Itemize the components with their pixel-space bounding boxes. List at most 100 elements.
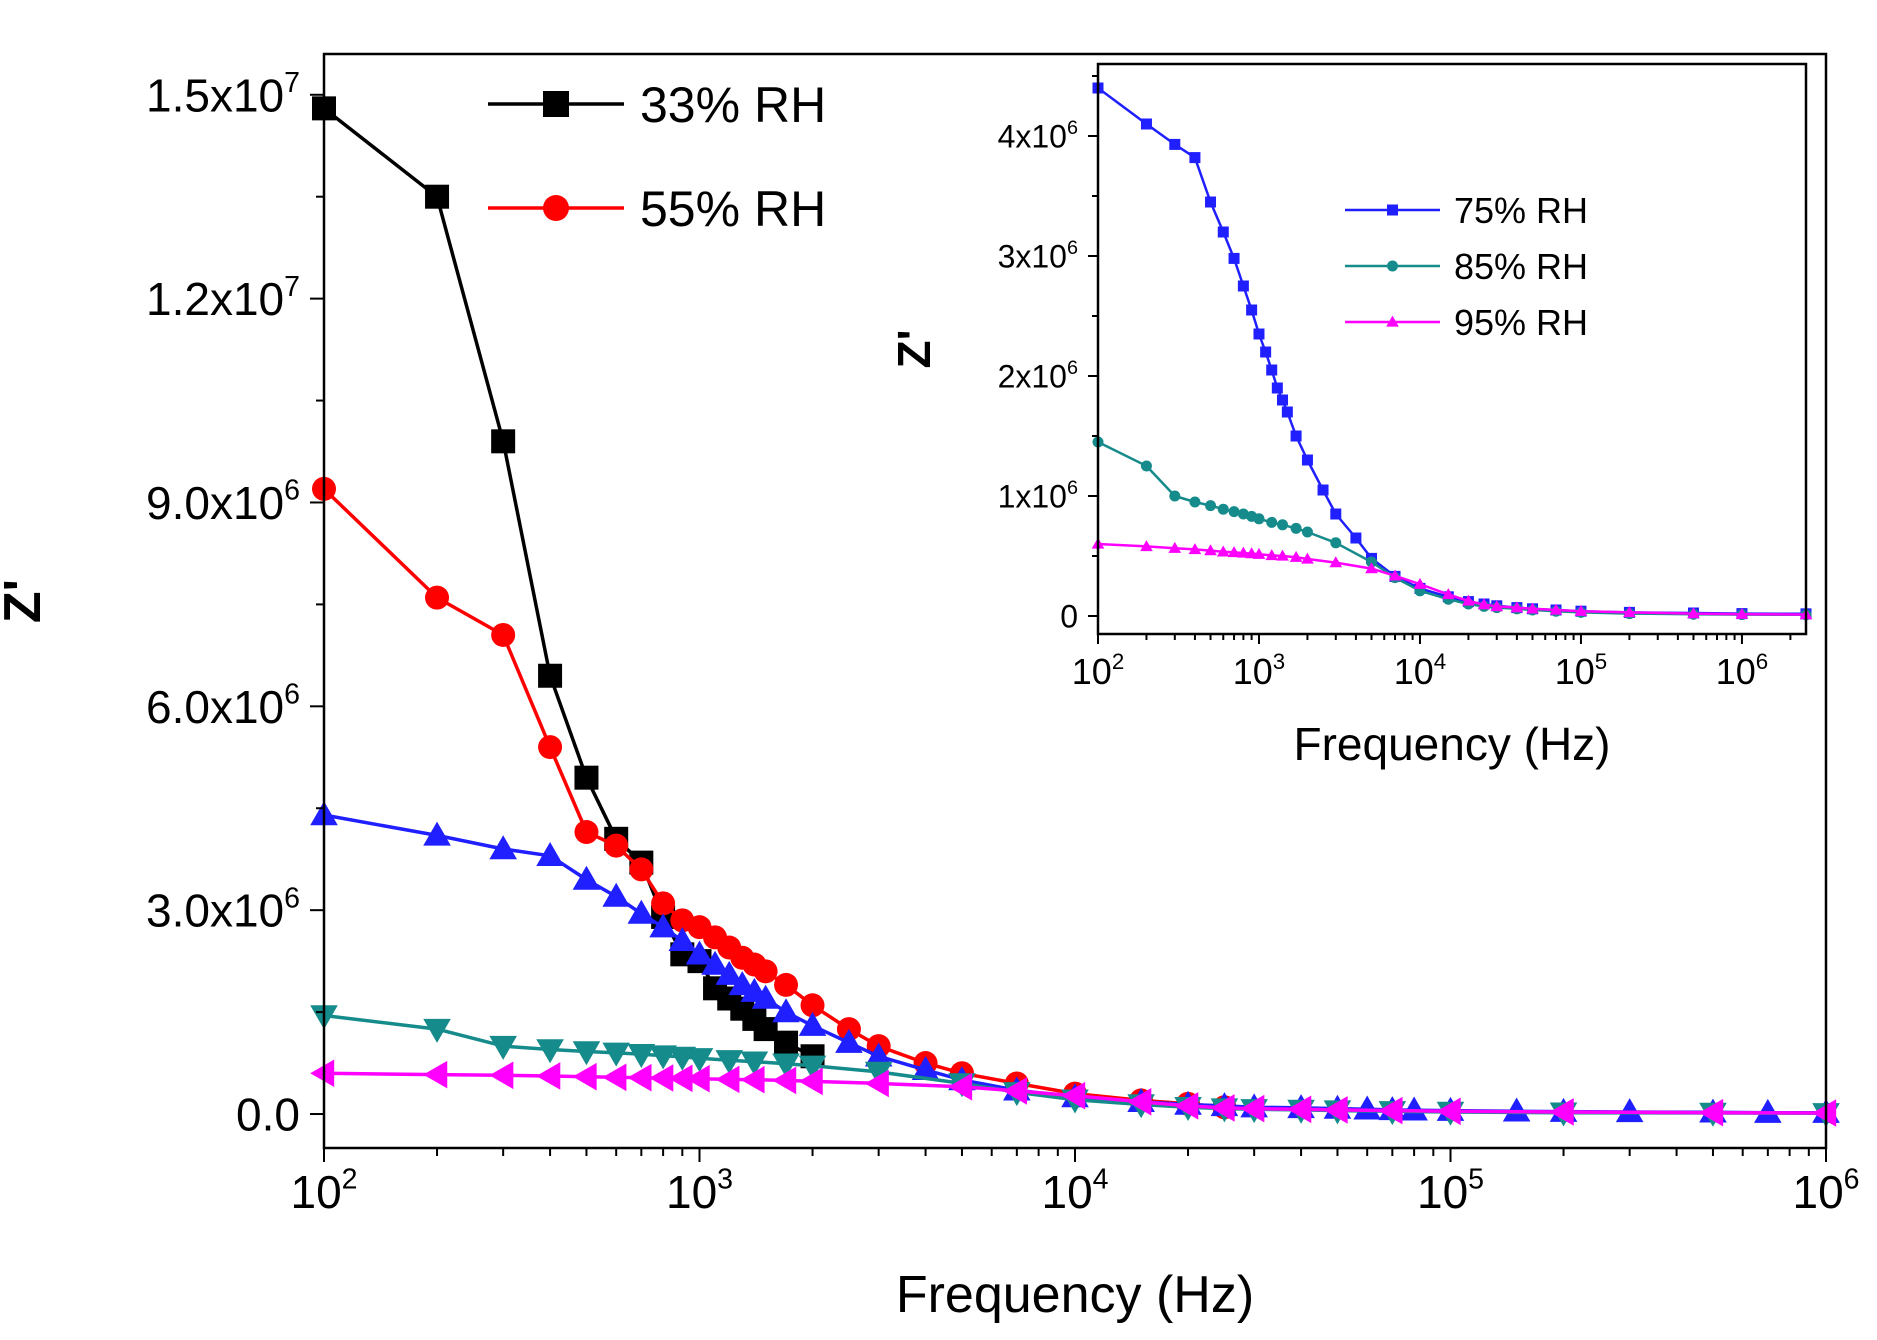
inset-point-75-rh — [1140, 118, 1152, 130]
main-point-33-rh — [753, 1017, 778, 1042]
inset-point-95-rh — [1623, 606, 1636, 618]
main-point-75-rh — [489, 835, 517, 860]
inset-point-75-rh — [1260, 346, 1272, 358]
main-x-tick-label: 105 — [1417, 1164, 1484, 1218]
inset-point-75-rh — [1205, 196, 1217, 208]
main-point-55-rh — [425, 585, 450, 610]
inset-point-85-rh — [1277, 519, 1289, 531]
inset-legend-label: 95% RH — [1454, 302, 1588, 343]
main-point-95-rh — [1378, 1096, 1403, 1125]
inset-point-75-rh — [1237, 280, 1249, 292]
inset-point-75-rh — [1217, 226, 1229, 238]
inset-point-95-rh — [1441, 588, 1455, 600]
main-point-55-rh — [574, 820, 599, 845]
main-point-33-rh — [574, 765, 599, 790]
main-point-85-rh — [627, 1044, 656, 1069]
main-point-95-rh — [489, 1061, 514, 1090]
inset-y-tick-label: 4x106 — [998, 117, 1078, 154]
inset-point-95-rh — [1265, 549, 1279, 561]
inset-legend: 75% RH 85% RH 95% RH — [1345, 190, 1588, 343]
main-point-85-rh — [685, 1048, 714, 1073]
inset-y-tick-label: 2x106 — [998, 357, 1078, 394]
main-point-95-rh — [536, 1062, 561, 1090]
main-point-95-rh — [1549, 1098, 1574, 1126]
main-point-55-rh — [491, 622, 516, 647]
main-point-85-rh — [602, 1042, 630, 1067]
main-point-85-rh — [649, 1045, 677, 1070]
inset-plot-area — [1098, 64, 1806, 634]
main-point-75-rh — [1615, 1098, 1644, 1123]
main-point-55-rh — [538, 735, 563, 760]
main-x-tick-label: 103 — [666, 1164, 733, 1218]
inset-legend-entry-95-rh: 95% RH — [1345, 302, 1588, 343]
main-point-95-rh — [1240, 1094, 1265, 1123]
inset-x-tick-label: 102 — [1072, 649, 1124, 692]
inset-point-95-rh — [1365, 562, 1378, 574]
main-point-85-rh — [772, 1053, 800, 1078]
inset-legend-label: 75% RH — [1454, 190, 1588, 231]
inset-point-95-rh — [1462, 594, 1475, 606]
main-point-75-rh — [602, 882, 630, 907]
main-point-95-rh — [798, 1067, 823, 1096]
main-point-55-rh — [651, 891, 676, 916]
main-point-75-rh — [1353, 1095, 1381, 1120]
main-point-95-rh — [310, 1059, 335, 1088]
inset-point-85-rh — [1228, 506, 1240, 518]
inset-x-tick-label: 104 — [1394, 649, 1446, 692]
inset-legend-entry-75-rh: 75% RH — [1345, 190, 1588, 231]
inset-point-95-rh — [1252, 547, 1266, 559]
main-point-95-rh — [1210, 1094, 1235, 1122]
inset-point-95-rh — [1388, 569, 1402, 581]
inset-point-85-rh — [1266, 516, 1278, 528]
main-point-75-rh — [1400, 1096, 1428, 1121]
main-x-tick-label: 102 — [290, 1164, 357, 1218]
main-point-75-rh — [1502, 1097, 1531, 1122]
inset-point-85-rh — [1366, 556, 1378, 568]
main-x-tick-label: 104 — [1041, 1164, 1108, 1218]
main-point-95-rh — [423, 1060, 448, 1089]
main-point-33-rh — [425, 184, 450, 209]
main-point-75-rh — [715, 960, 744, 985]
main-point-75-rh — [1754, 1098, 1782, 1123]
main-x-tick-label: 106 — [1792, 1164, 1859, 1218]
inset-point-85-rh — [1290, 522, 1302, 534]
inset-point-95-rh — [1735, 607, 1749, 619]
main-point-75-rh — [798, 1011, 827, 1036]
inset-y-axis-label: Z' — [888, 329, 940, 368]
inset-point-85-rh — [1189, 496, 1201, 508]
inset-x-tick-label: 103 — [1233, 649, 1285, 692]
main-point-33-rh — [491, 429, 516, 454]
main-point-95-rh — [1287, 1095, 1312, 1124]
main-point-95-rh — [649, 1064, 674, 1092]
main-point-95-rh — [1812, 1099, 1837, 1127]
inset-point-95-rh — [1227, 546, 1241, 558]
main-point-75-rh — [536, 842, 564, 867]
inset-point-95-rh — [1477, 598, 1491, 610]
inset-point-95-rh — [1168, 541, 1182, 553]
main-point-75-rh — [864, 1042, 893, 1067]
inset-point-95-rh — [1510, 601, 1524, 613]
main-y-tick-label: 1.2x107 — [146, 271, 300, 325]
main-legend-label: 55% RH — [640, 181, 826, 237]
main-series-95-rh — [310, 1059, 1837, 1127]
inset-point-75-rh — [1350, 532, 1362, 544]
inset-point-95-rh — [1237, 546, 1250, 558]
main-y-tick-label: 6.0x106 — [146, 679, 300, 733]
main-legend-marker — [543, 91, 569, 117]
main-legend-entry-55-rh: 55% RH — [488, 181, 826, 237]
inset-y-tick-label: 0 — [1060, 599, 1078, 635]
main-point-75-rh — [649, 913, 677, 938]
main-point-85-rh — [798, 1055, 827, 1080]
inset-legend-marker — [1386, 315, 1399, 327]
inset-y-tick-label: 1x106 — [998, 477, 1078, 514]
main-point-95-rh — [948, 1073, 973, 1101]
inset-point-75-rh — [1301, 454, 1313, 466]
main-point-95-rh — [572, 1062, 597, 1091]
inset-legend-entry-85-rh: 85% RH — [1345, 246, 1588, 287]
main-point-95-rh — [740, 1065, 765, 1094]
inset-point-85-rh — [1140, 460, 1152, 472]
main-point-95-rh — [627, 1063, 652, 1092]
inset-x-axis-label: Frequency (Hz) — [1294, 718, 1611, 770]
inset-point-95-rh — [1687, 607, 1700, 619]
inset-legend-marker — [1387, 260, 1398, 272]
